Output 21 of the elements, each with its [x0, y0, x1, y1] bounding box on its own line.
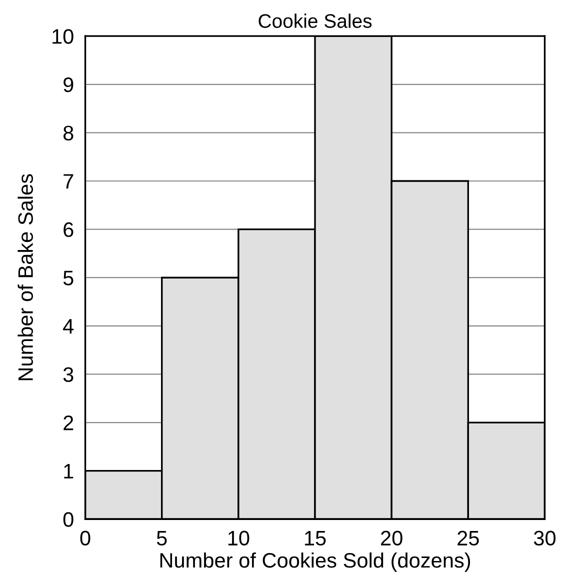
- y-tick-label: 7: [64, 174, 74, 189]
- y-tick-label: 1: [64, 464, 74, 478]
- y-tick-label: 0: [63, 512, 74, 527]
- x-tick-label: 5: [156, 531, 167, 546]
- y-tick-label: 10: [52, 29, 74, 44]
- x-tick-label: 30: [534, 530, 556, 546]
- y-tick-label: 9: [64, 77, 74, 92]
- chart-title: Cookie Sales: [258, 14, 372, 28]
- x-axis-title: Number of Cookies Sold (dozens): [160, 552, 470, 572]
- y-tick-label: 8: [63, 126, 74, 140]
- y-tick-label: 6: [64, 222, 74, 238]
- y-tick-label: 5: [63, 270, 74, 286]
- x-tick-label: 15: [305, 531, 326, 546]
- y-tick-label: 2: [64, 416, 74, 430]
- y-axis-title: Number of Bake Sales: [18, 174, 33, 380]
- x-tick-label: 10: [228, 530, 250, 546]
- y-tick-label: 3: [63, 367, 74, 382]
- y-tick-label: 4: [63, 319, 74, 334]
- x-tick-label: 0: [80, 530, 90, 546]
- x-tick-label: 20: [381, 530, 402, 546]
- x-tick-label: 25: [458, 530, 479, 546]
